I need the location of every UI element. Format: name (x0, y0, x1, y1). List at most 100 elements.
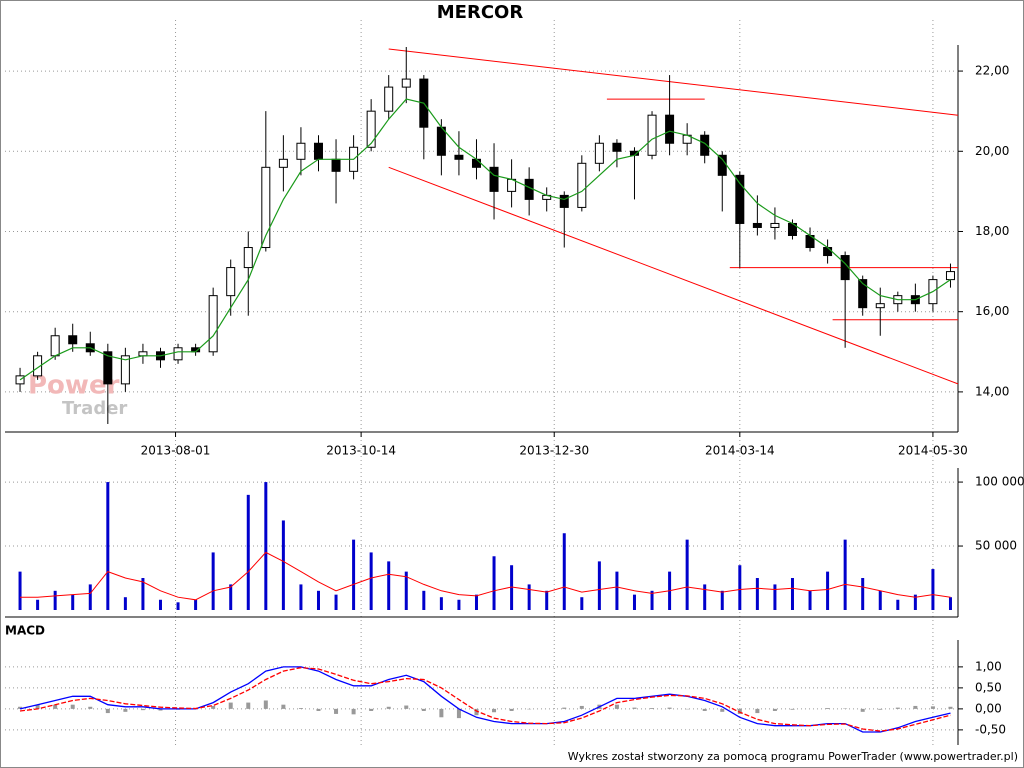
macd-line (19, 666, 951, 733)
candle-body (700, 134, 710, 156)
histogram-bar (123, 708, 128, 712)
volume-bar (615, 571, 619, 610)
candle-body (752, 222, 762, 228)
volume-bar (948, 597, 952, 610)
signal-line (19, 667, 951, 732)
watermark: Trader (62, 398, 127, 419)
volume-bar (896, 599, 900, 610)
histogram-bar (772, 708, 777, 711)
volume-bar (246, 494, 250, 610)
volume-average (20, 551, 951, 601)
panel-title: MACD (5, 624, 45, 638)
candle-body (612, 142, 622, 152)
volume-bar (826, 571, 830, 610)
y-tick-label: 18,00 (975, 224, 1009, 238)
volume-bar (88, 584, 92, 610)
trendline (388, 166, 959, 385)
volume-bar (194, 599, 198, 610)
y-tick-label: 50 000 (975, 539, 1017, 553)
histogram-bar (895, 707, 900, 709)
candle-body (489, 166, 499, 192)
volume-bar (562, 533, 566, 610)
histogram-bar (369, 708, 374, 711)
volume-bar (790, 578, 794, 610)
candle-body (331, 158, 341, 172)
y-tick-label: 0,50 (975, 680, 1002, 694)
candle-body (261, 166, 271, 249)
histogram-bar (913, 705, 918, 709)
histogram-bar (158, 708, 163, 711)
volume-bar (474, 594, 478, 610)
histogram-bar (878, 708, 883, 710)
candle-body (647, 114, 657, 156)
candle-body (313, 142, 323, 160)
volume-bar (931, 569, 935, 610)
x-tick-label: 2014-03-14 (705, 444, 775, 458)
histogram-bar (614, 704, 619, 709)
histogram-bar (720, 708, 725, 712)
volume-bar (632, 594, 636, 610)
volume-bar (510, 565, 514, 610)
histogram-bar (755, 708, 760, 714)
volume-bar (913, 594, 917, 610)
candle-body (436, 126, 446, 156)
x-tick-label: 2013-08-01 (141, 444, 211, 458)
candle-body (68, 335, 78, 345)
candle-body (945, 271, 955, 281)
volume-bar (422, 590, 426, 610)
histogram-bar (105, 708, 110, 714)
candle-body (278, 158, 288, 168)
histogram-bar (386, 706, 391, 709)
footer: Wykres został stworzony za pomocą progra… (568, 750, 1018, 763)
volume-bar (457, 599, 461, 610)
candle-body (471, 158, 481, 168)
volume-bar (369, 552, 373, 610)
volume-bar (211, 552, 215, 610)
y-tick-label: 20,00 (975, 144, 1009, 158)
histogram-bar (18, 706, 23, 709)
volume-bar (843, 539, 847, 610)
histogram-bar (298, 708, 303, 709)
candle-body (858, 279, 868, 309)
histogram-bar (456, 708, 461, 719)
candle-body (524, 178, 534, 200)
volume-bar (597, 561, 601, 610)
histogram-bar (509, 708, 514, 711)
candle-body (577, 162, 587, 208)
histogram-bar (737, 708, 742, 714)
candle-body (717, 154, 727, 176)
volume-bar (158, 599, 162, 610)
volume-bar (316, 590, 320, 610)
histogram-bar (316, 708, 321, 711)
volume-bar (387, 561, 391, 610)
histogram-bar (439, 708, 444, 718)
volume-bar (703, 584, 707, 610)
x-tick-label: 2014-05-30 (898, 444, 968, 458)
candle-body (296, 142, 306, 160)
candle-body (226, 267, 236, 297)
volume-bar (106, 482, 110, 610)
volume-bar (580, 597, 584, 610)
volume-bar (878, 590, 882, 610)
volume-bar (334, 594, 338, 610)
volume-bar (299, 584, 303, 610)
volume-bar (123, 597, 127, 610)
candle-body (594, 142, 604, 164)
volume-bar (18, 571, 22, 610)
candle-body (665, 114, 675, 144)
y-tick-label: -0,50 (975, 722, 1006, 736)
volume-bar (264, 482, 268, 610)
histogram-bar (702, 708, 707, 711)
histogram-bar (263, 700, 268, 709)
trendline (388, 48, 959, 116)
candle-body (401, 78, 411, 88)
candle-body (384, 86, 394, 112)
y-tick-label: 0,00 (975, 701, 1002, 715)
chart-title: MERCOR (437, 2, 524, 23)
candle-body (120, 355, 130, 385)
histogram-bar (351, 708, 356, 715)
candle-body (823, 247, 833, 257)
y-tick-label: 22,00 (975, 64, 1009, 78)
histogram-bar (53, 704, 58, 709)
